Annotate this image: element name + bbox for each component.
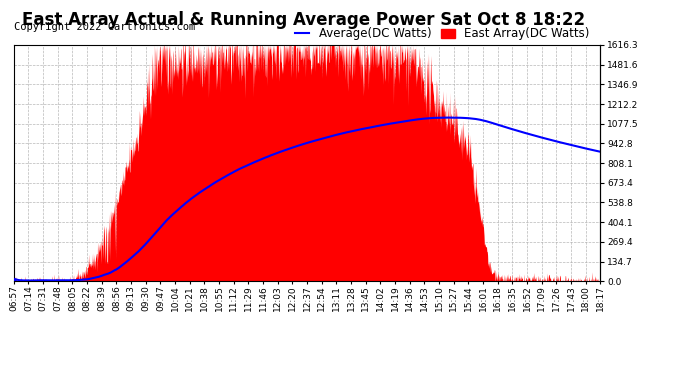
Legend: Average(DC Watts), East Array(DC Watts): Average(DC Watts), East Array(DC Watts) (290, 22, 594, 45)
Text: Copyright 2022 Cartronics.com: Copyright 2022 Cartronics.com (14, 22, 195, 32)
Text: East Array Actual & Running Average Power Sat Oct 8 18:22: East Array Actual & Running Average Powe… (22, 11, 585, 29)
